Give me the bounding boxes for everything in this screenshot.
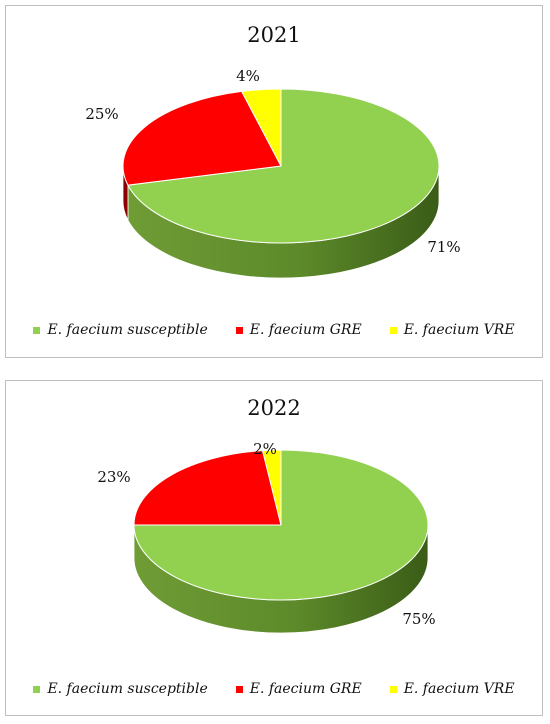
legend-swatch-yellow (389, 326, 397, 334)
legend-label: E. faecium GRE (249, 681, 362, 697)
legend-item-susceptible: E. faecium susceptible (33, 681, 208, 697)
slice-1 (122, 90, 282, 186)
legend-item-susceptible: E. faecium susceptible (33, 322, 208, 338)
data-label-2: 2% (253, 440, 277, 458)
legend-swatch-yellow (389, 685, 397, 693)
legend-item-vre: E. faecium VRE (389, 681, 515, 697)
legend-swatch-red (235, 326, 243, 334)
legend-label: E. faecium VRE (403, 322, 515, 338)
chart-panel-2022: 2022 75% 23% 2% E. faecium susceptible E. … (5, 380, 543, 716)
legend-label: E. faecium VRE (403, 681, 515, 697)
slice-2 (261, 449, 282, 526)
slice-0 (127, 88, 440, 244)
data-label-1: 23% (97, 468, 130, 486)
data-label-0: 75% (402, 610, 435, 628)
legend-item-gre: E. faecium GRE (235, 681, 362, 697)
data-label-0: 71% (427, 238, 460, 256)
chart-title: 2022 (247, 396, 301, 420)
slice-1 (133, 450, 282, 526)
slice-2 (240, 88, 282, 167)
legend: E. faecium susceptible E. faecium GRE E.… (6, 322, 542, 338)
pie-chart-2021: 71% 25% 4% (85, 67, 461, 279)
legend-swatch-green (33, 685, 41, 693)
legend-swatch-red (235, 685, 243, 693)
data-label-1: 25% (85, 105, 118, 123)
data-label-2: 4% (236, 67, 260, 85)
legend-label: E. faecium GRE (249, 322, 362, 338)
legend: E. faecium susceptible E. faecium GRE E.… (6, 681, 542, 697)
legend-label: E. faecium susceptible (47, 681, 208, 697)
legend-item-gre: E. faecium GRE (235, 322, 362, 338)
legend-swatch-green (33, 326, 41, 334)
chart-panel-2021: 2021 71% 25% 4% E. faecium susceptible E. … (5, 5, 543, 358)
legend-label: E. faecium susceptible (47, 322, 208, 338)
legend-item-vre: E. faecium VRE (389, 322, 515, 338)
chart-title: 2021 (247, 23, 301, 47)
pie-chart-2022: 75% 23% 2% (97, 440, 436, 634)
